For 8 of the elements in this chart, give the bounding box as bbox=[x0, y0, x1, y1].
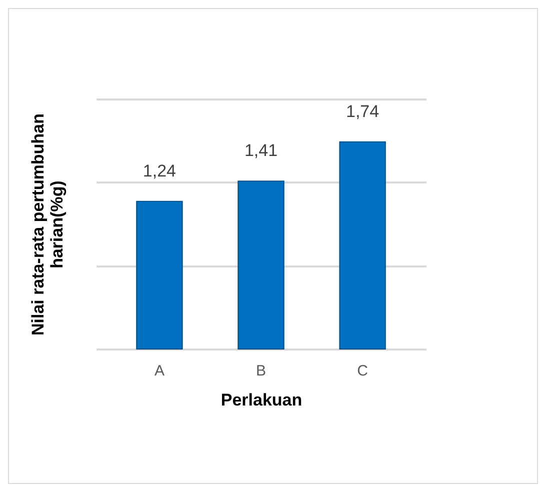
x-tick-label: B bbox=[256, 362, 266, 380]
data-label: 1,74 bbox=[346, 102, 380, 121]
data-label: 1,41 bbox=[244, 141, 278, 160]
data-label: 1,24 bbox=[142, 161, 176, 180]
x-tick-label: C bbox=[357, 362, 368, 380]
y-axis-title: Nilai rata-rata pertumbuhan harian(%g) bbox=[28, 114, 66, 336]
x-axis-title: Perlakuan bbox=[220, 390, 302, 410]
x-tick-label: A bbox=[154, 362, 164, 380]
